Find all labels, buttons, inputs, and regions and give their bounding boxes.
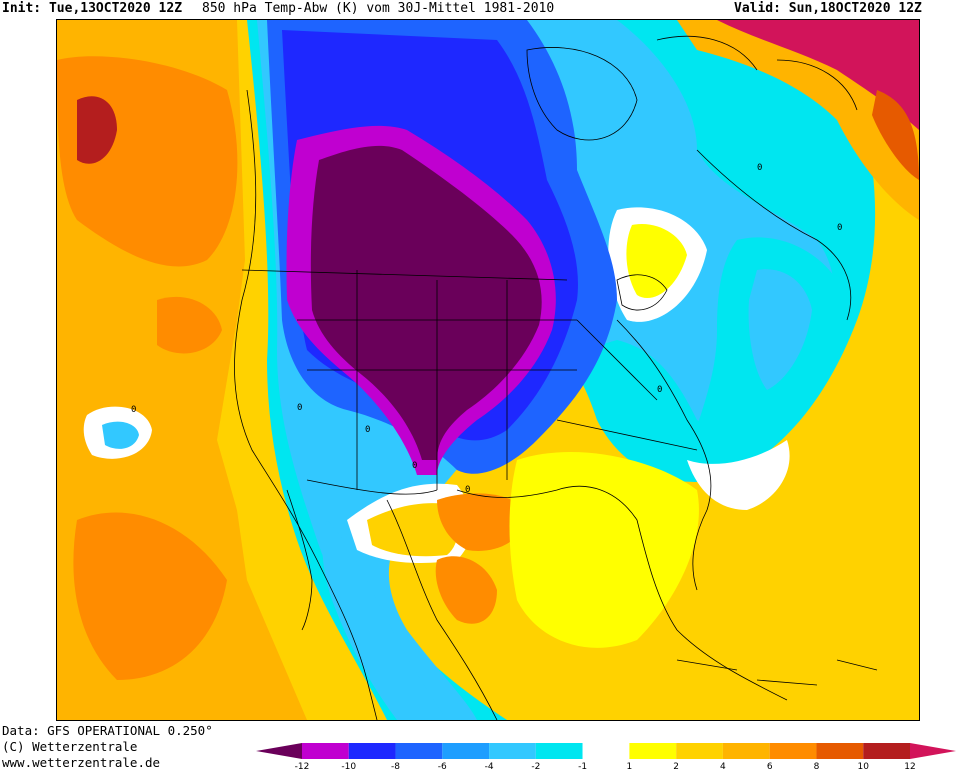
legend-tick-label: 10 <box>857 762 869 772</box>
legend-swatch-min <box>256 743 302 759</box>
legend-tick-label: 8 <box>813 762 820 772</box>
pacific-extreme-area <box>77 96 117 164</box>
legend-tick-label: -6 <box>437 762 447 772</box>
legend-tick-label: 4 <box>720 762 726 772</box>
us-mexico-border <box>306 479 438 495</box>
east-coastline <box>616 319 712 591</box>
pacific-cold-bubble <box>102 421 139 449</box>
data-source-note: Data: GFS OPERATIONAL 0.250° <box>2 723 213 738</box>
hudson-bay <box>526 47 638 141</box>
legend-swatch <box>489 743 536 759</box>
color-legend-bar <box>256 743 956 759</box>
contour-label: 0 <box>757 163 762 173</box>
texas-hot-area <box>437 493 527 551</box>
legend-swatch <box>629 743 677 759</box>
pacific-hot-area-mid <box>157 296 222 354</box>
caribbean-islands <box>676 659 878 686</box>
legend-swatch <box>395 743 443 759</box>
legend-tick-label: -12 <box>294 762 310 772</box>
copyright-note: (C) Wetterzentrale <box>2 739 138 754</box>
great-lakes <box>616 274 668 311</box>
caribbean-warm-area <box>617 500 919 720</box>
atlantic-white-edge <box>687 440 790 510</box>
labrador-coast <box>696 149 851 321</box>
website-url: www.wetterzentrale.de <box>2 755 161 770</box>
zero-contour-labels: 0 0 0 0 0 0 0 0 <box>131 163 842 495</box>
contour-label: 0 <box>657 385 662 395</box>
state-line-7 <box>556 419 698 451</box>
temperature-anomaly-map: 0 0 0 0 0 0 0 0 <box>56 19 920 721</box>
mexico-cold-strip <box>322 520 447 720</box>
arctic-orange-area <box>872 90 919 180</box>
gulf-coastline <box>456 485 788 701</box>
legend-swatch-max <box>910 743 956 759</box>
legend-tick-label: -2 <box>531 762 541 772</box>
color-legend: -12 -10 -8 -6 -4 -2 -1 1 2 4 6 8 10 12 <box>256 741 956 779</box>
northeast-yellow-intrusion <box>626 224 687 299</box>
legend-swatch <box>676 743 723 759</box>
mexico-east-coastline <box>386 499 498 720</box>
contour-label: 0 <box>131 405 136 415</box>
map-canvas: 0 0 0 0 0 0 0 0 <box>57 20 919 720</box>
legend-swatch <box>302 743 349 759</box>
legend-swatch <box>769 743 817 759</box>
state-line-6 <box>576 319 658 401</box>
contour-label: 0 <box>412 461 417 471</box>
arctic-hot-area <box>717 20 919 130</box>
legend-tick-label: -4 <box>484 762 494 772</box>
contour-label: 0 <box>465 485 470 495</box>
contour-label: 0 <box>837 223 842 233</box>
init-value: Tue,13OCT2020 12Z <box>48 1 183 16</box>
atlantic-cold-inner <box>748 269 812 390</box>
west-coastline <box>234 89 378 720</box>
valid-value: Sun,18OCT2020 12Z <box>788 1 922 16</box>
map-description: 850 hPa Temp-Abw (K) vom 30J-Mittel 1981… <box>202 1 555 16</box>
valid-time: Valid: Sun,18OCT2020 12Z <box>734 0 922 18</box>
legend-tick-label: 12 <box>904 762 916 772</box>
gulf-hot-area <box>435 556 497 624</box>
contour-label: 0 <box>365 425 370 435</box>
southwest-gold-area <box>367 503 459 557</box>
contour-label: 0 <box>297 403 302 413</box>
baja-coastline <box>286 489 313 631</box>
legend-tick-label: -8 <box>391 762 401 772</box>
geographic-boundaries <box>234 35 878 720</box>
legend-swatch <box>582 743 630 759</box>
legend-swatch <box>442 743 490 759</box>
coastal-gold-strip <box>227 20 357 720</box>
legend-tick-label: 6 <box>766 762 773 772</box>
legend-tick-label: 2 <box>673 762 680 772</box>
init-time: Init: Tue,13OCT2020 12Z <box>2 0 182 18</box>
cold-core-purple <box>310 145 542 461</box>
init-label: Init: <box>2 1 42 16</box>
us-canada-border <box>241 269 568 281</box>
legend-tick-label: 1 <box>626 762 633 772</box>
legend-swatch <box>722 743 770 759</box>
caribbean-yellow-area <box>509 451 699 648</box>
canada-arctic-islands <box>656 35 858 111</box>
pacific-hot-area-south <box>73 512 227 680</box>
legend-swatch <box>535 743 583 759</box>
legend-swatch <box>348 743 396 759</box>
legend-tick-label: -10 <box>341 762 357 772</box>
legend-swatch <box>863 743 910 759</box>
legend-tick-label: -1 <box>578 762 588 772</box>
valid-label: Valid: <box>734 1 781 16</box>
legend-swatch <box>816 743 864 759</box>
